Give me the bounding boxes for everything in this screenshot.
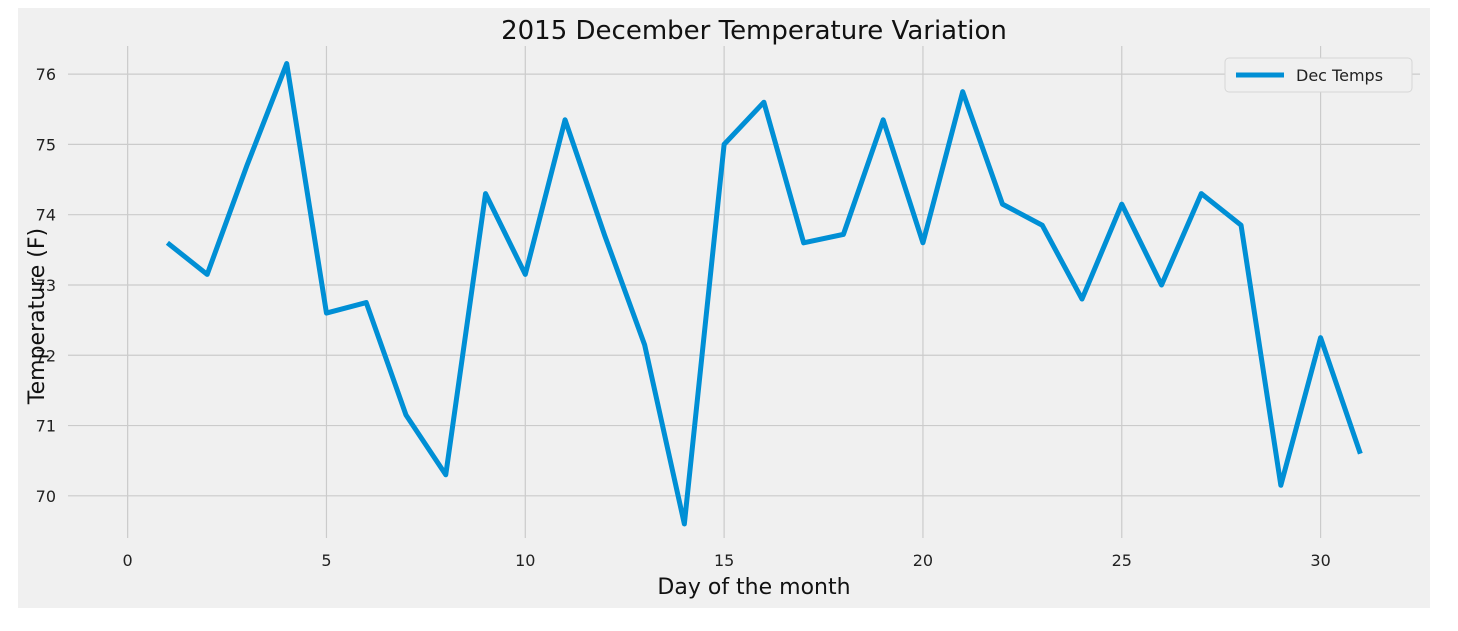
series-layer [165, 61, 1363, 527]
y-axis-title: Temperature (F) [25, 228, 50, 405]
x-tick-label-5: 5 [321, 551, 331, 570]
x-tick-label-0: 0 [123, 551, 133, 570]
chart-title: 2015 December Temperature Variation [501, 16, 1007, 46]
tick-labels: 0 5 10 15 20 25 30 70 71 72 73 74 75 76 [36, 65, 1331, 570]
x-tick-label-15: 15 [714, 551, 734, 570]
x-tick-label-10: 10 [515, 551, 535, 570]
x-tick-label-30: 30 [1310, 551, 1330, 570]
y-tick-label-70: 70 [36, 487, 56, 506]
x-tick-label-25: 25 [1112, 551, 1132, 570]
y-tick-label-76: 76 [36, 65, 56, 84]
x-axis-title: Day of the month [657, 575, 850, 600]
y-tick-label-71: 71 [36, 417, 56, 436]
legend: Dec Temps [1224, 57, 1413, 93]
y-tick-label-75: 75 [36, 135, 56, 154]
legend-box [1224, 57, 1413, 93]
y-tick-label-72: 72 [36, 346, 56, 365]
grid [68, 46, 1420, 538]
legend-label: Dec Temps [1296, 66, 1383, 85]
y-tick-label-74: 74 [36, 206, 56, 225]
x-tick-label-20: 20 [913, 551, 933, 570]
y-tick-label-73: 73 [36, 276, 56, 295]
